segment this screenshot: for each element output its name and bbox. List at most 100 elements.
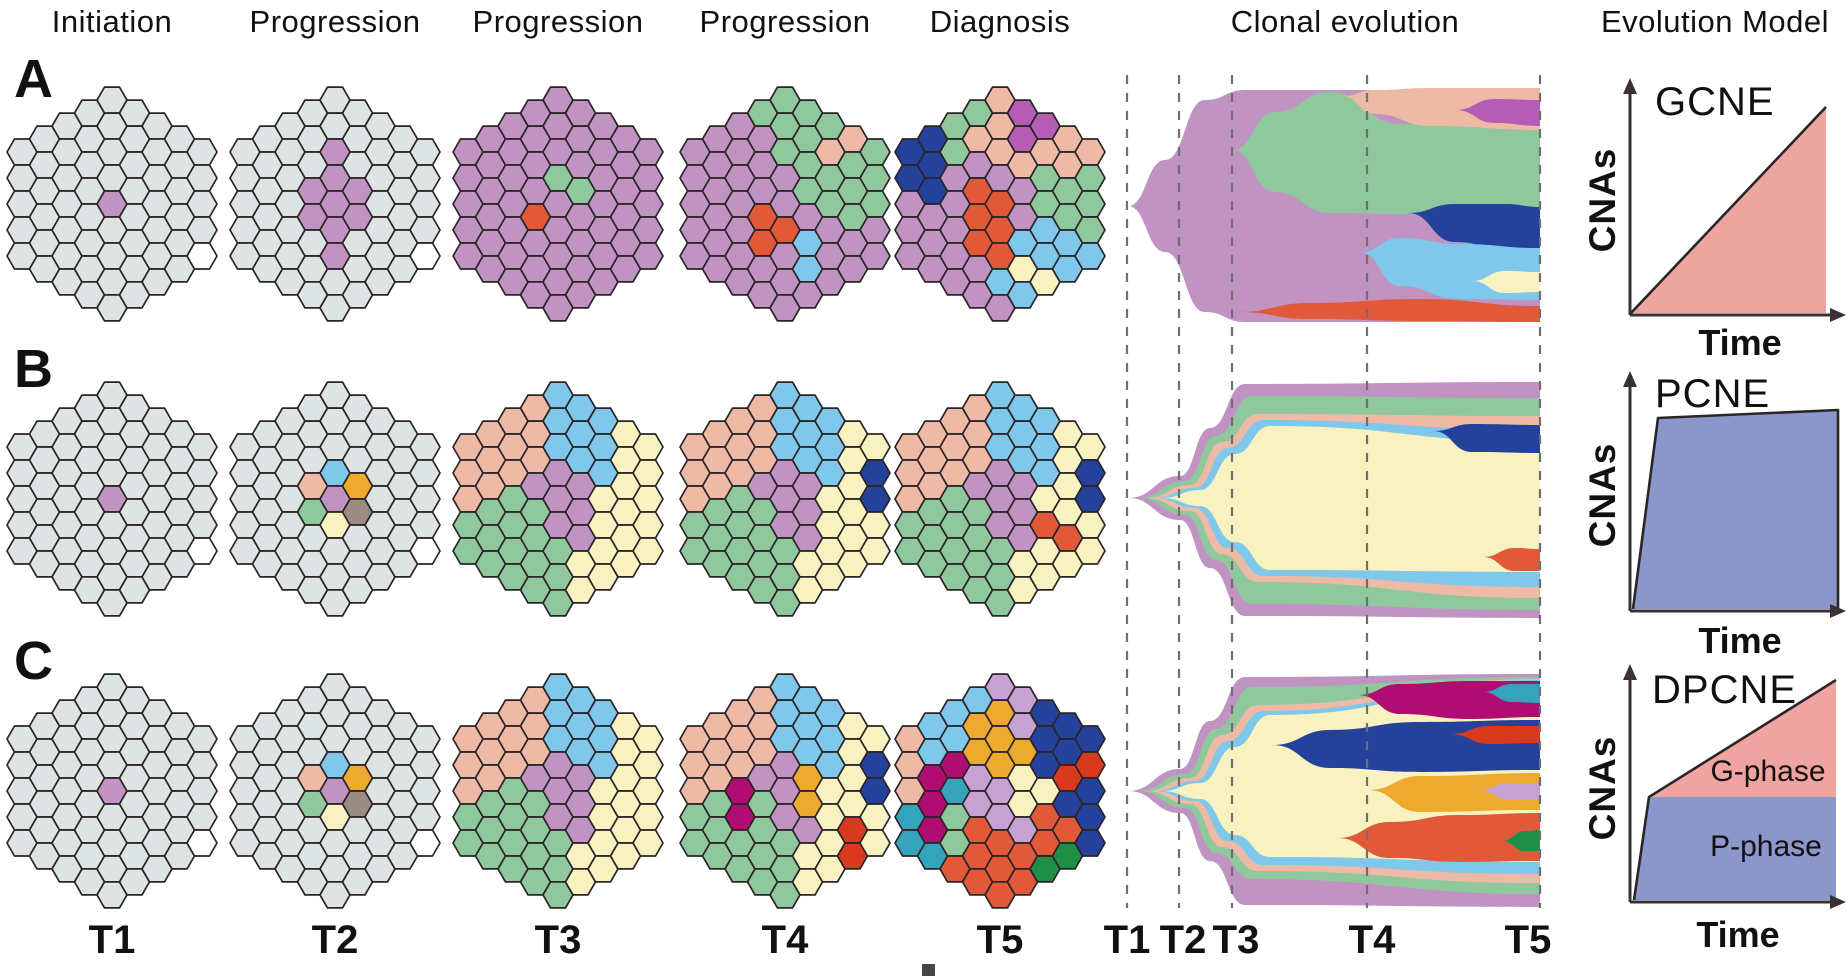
tumor-cell [859,433,891,461]
clone-stream [1483,684,1540,703]
tumor-cell [409,537,441,565]
header-diagnosis: Diagnosis [929,4,1071,39]
tumor-grid-b-t3 [452,381,664,617]
model-area [1633,410,1838,609]
header-clonal-evolution: Clonal evolution [1230,4,1460,39]
tumor-cell [1074,537,1106,565]
dpcne-time-axis-label: Time [1696,914,1780,955]
clone-stream [1237,299,1540,322]
tumor-cell [1074,216,1106,244]
model-title-gcne: GCNE [1655,80,1775,124]
tumor-grid-b-t5 [894,381,1106,617]
tumor-grid-a-t2 [229,86,441,322]
model-trend-line [1632,678,1837,901]
header-progression-3: Progression [699,4,871,39]
tumor-cell [859,751,891,779]
y-axis-arrow-icon [1623,371,1637,387]
tumor-cell [859,511,891,539]
tumor-cell [409,216,441,244]
clone-stream [1450,726,1540,744]
tumor-cell [409,777,441,805]
tumor-cell [409,725,441,753]
tumor-cell [1074,242,1106,270]
clone-stream [1408,204,1540,249]
tumor-cell [859,537,891,565]
tumor-cell [632,433,664,461]
tumor-cell [409,803,441,831]
y-axis-arrow-icon [1623,664,1637,680]
panel-label-a: A [14,49,53,109]
tumor-cell [409,485,441,513]
tumor-cell [186,242,218,270]
fishplot-b [1128,382,1540,618]
tumor-cell [1074,511,1106,539]
dpcne-cnas-axis-label: CNAs [1582,735,1623,841]
header-progression-2: Progression [472,4,644,39]
model-chart-dpcne [1623,664,1846,909]
tumor-cell [1074,829,1106,857]
x-axis-arrow-icon [1830,308,1846,322]
tumor-cell [632,138,664,166]
hex-time-label-t4: T4 [761,918,809,962]
tumor-grid-a-t1 [6,86,218,322]
model-trend-line [1630,106,1827,314]
tumor-cell [409,751,441,779]
tumor-cell [186,751,218,779]
tumor-cell [859,777,891,805]
tumor-cell [632,803,664,831]
tumor-grid-c-t1 [6,673,218,909]
dpcne-pphase-label: P-phase [1710,830,1822,863]
clone-stream [1162,426,1540,572]
fishplot-a [1128,88,1540,322]
tumor-cell [1074,433,1106,461]
tumor-cell [632,829,664,857]
tumor-cell [632,511,664,539]
tumor-cell [859,803,891,831]
tumor-cell [409,829,441,857]
tumor-cell [1074,138,1106,166]
fish-time-label-t5: T5 [1504,918,1552,962]
tumor-cell [632,459,664,487]
model-chart-pcne [1623,371,1846,618]
header-progression-1: Progression [249,4,421,39]
tumor-cell [1074,751,1106,779]
tumor-cell [409,190,441,218]
tumor-cell [1074,459,1106,487]
tumor-grid-c-t5 [894,673,1106,909]
model-trend-line [1631,408,1840,610]
tumor-grid-c-t3 [452,673,664,909]
fishplot-time-gridlines [1125,75,1542,908]
tumor-cell [409,164,441,192]
tumor-cell [859,190,891,218]
tumor-grid-b-t1 [6,381,218,617]
panel-label-b: B [14,339,53,399]
tumor-cell [186,190,218,218]
panel-label-c: C [14,631,53,691]
tumor-cell [186,459,218,487]
gcne-time-axis-label: Time [1698,322,1782,363]
tumor-cell [409,459,441,487]
clone-stream [1472,271,1540,293]
tumor-grid-c-t4 [679,673,891,909]
tumor-cell [409,138,441,166]
tumor-cell [186,725,218,753]
tumor-cell [1074,485,1106,513]
tumor-cell [1074,164,1106,192]
y-axis-arrow-icon [1623,78,1637,94]
tumor-grid-a-t4 [679,86,891,322]
tumor-cell [186,803,218,831]
tumor-cell [632,725,664,753]
tumor-cell [186,138,218,166]
hex-time-label-t1: T1 [88,918,136,962]
fish-time-label-t4: T4 [1348,918,1396,962]
tumor-cell [632,777,664,805]
fishplot-c [1128,674,1540,907]
gcne-cnas-axis-label: CNAs [1582,147,1623,253]
tumor-cell [859,216,891,244]
clone-stream [1483,548,1540,571]
hex-time-label-t3: T3 [534,918,582,962]
clone-stream [1433,424,1540,453]
pcne-cnas-axis-label: CNAs [1582,442,1623,548]
tumor-cell [859,459,891,487]
